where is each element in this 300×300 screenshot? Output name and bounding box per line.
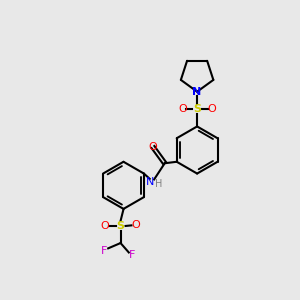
Text: H: H <box>154 179 162 189</box>
Text: O: O <box>101 221 110 231</box>
Text: O: O <box>208 104 216 114</box>
Text: F: F <box>101 246 107 256</box>
Text: N: N <box>193 87 202 97</box>
Text: S: S <box>117 221 124 231</box>
Text: F: F <box>129 250 135 260</box>
Text: O: O <box>131 220 140 230</box>
Text: N: N <box>146 177 154 188</box>
Text: O: O <box>178 104 187 114</box>
Text: O: O <box>148 142 157 152</box>
Text: S: S <box>193 104 201 114</box>
